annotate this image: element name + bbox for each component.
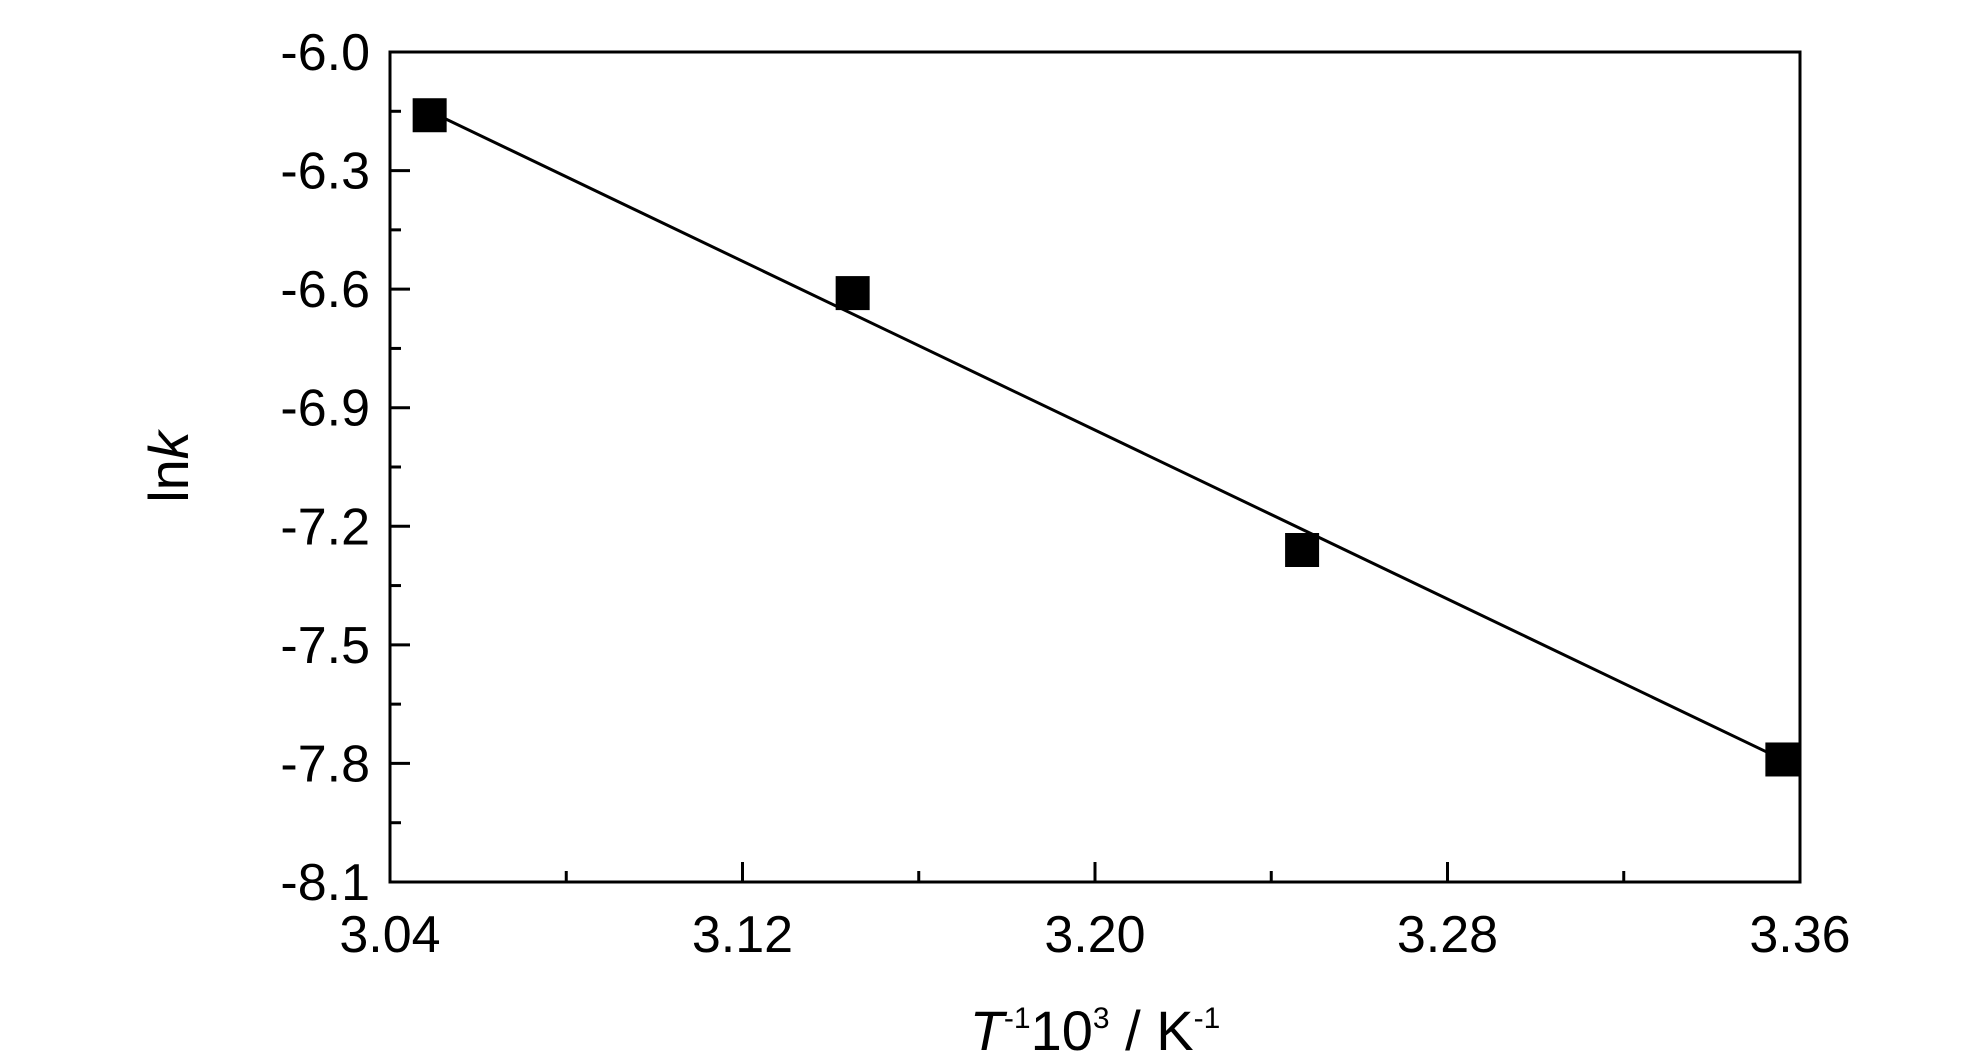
minor-ticks <box>390 109 1626 882</box>
x-axis-label-unit-sup: -1 <box>1194 1002 1221 1035</box>
data-points <box>412 98 1800 777</box>
y-tick-label: -8.1 <box>280 854 370 912</box>
fit-line <box>429 109 1784 761</box>
data-point <box>1285 533 1320 567</box>
y-tick-label: -6.9 <box>280 380 370 438</box>
x-axis-label: T-1103 / K-1 <box>970 999 1221 1062</box>
x-axis-label-mid: 10 <box>1031 999 1093 1062</box>
data-point <box>835 276 870 311</box>
y-tick-label: -6.6 <box>280 261 370 319</box>
y-tick-label: -6.3 <box>280 143 370 201</box>
plot-frame <box>388 50 1802 884</box>
y-tick-label: -7.5 <box>280 617 370 675</box>
y-tick-label: -7.8 <box>280 735 370 793</box>
x-axis-label-unit: / K <box>1110 999 1194 1062</box>
y-axis-label-var: k <box>137 428 200 459</box>
y-tick-label: -7.2 <box>280 498 370 556</box>
x-axis-label-var: T <box>970 999 1008 1062</box>
data-point <box>1765 742 1800 777</box>
data-point <box>412 98 447 133</box>
y-tick-labels: -6.0 -6.3 -6.6 -6.9 -7.2 -7.5 -7.8 -8.1 <box>280 24 370 912</box>
y-tick-label: -6.0 <box>280 24 370 82</box>
x-axis-label-var-sup: -1 <box>1004 1002 1031 1035</box>
major-ticks <box>388 50 1802 884</box>
x-tick-label: 3.28 <box>1397 906 1498 964</box>
y-axis-label-prefix: ln <box>137 459 200 503</box>
y-axis-label: lnk <box>137 428 200 503</box>
x-tick-label: 3.36 <box>1749 906 1850 964</box>
x-tick-label: 3.20 <box>1044 906 1145 964</box>
x-tick-label: 3.04 <box>339 906 440 964</box>
x-tick-labels: 3.04 3.12 3.20 3.28 3.36 <box>339 906 1850 964</box>
x-axis-label-mid-sup: 3 <box>1093 1002 1110 1035</box>
x-tick-label: 3.12 <box>692 906 793 964</box>
